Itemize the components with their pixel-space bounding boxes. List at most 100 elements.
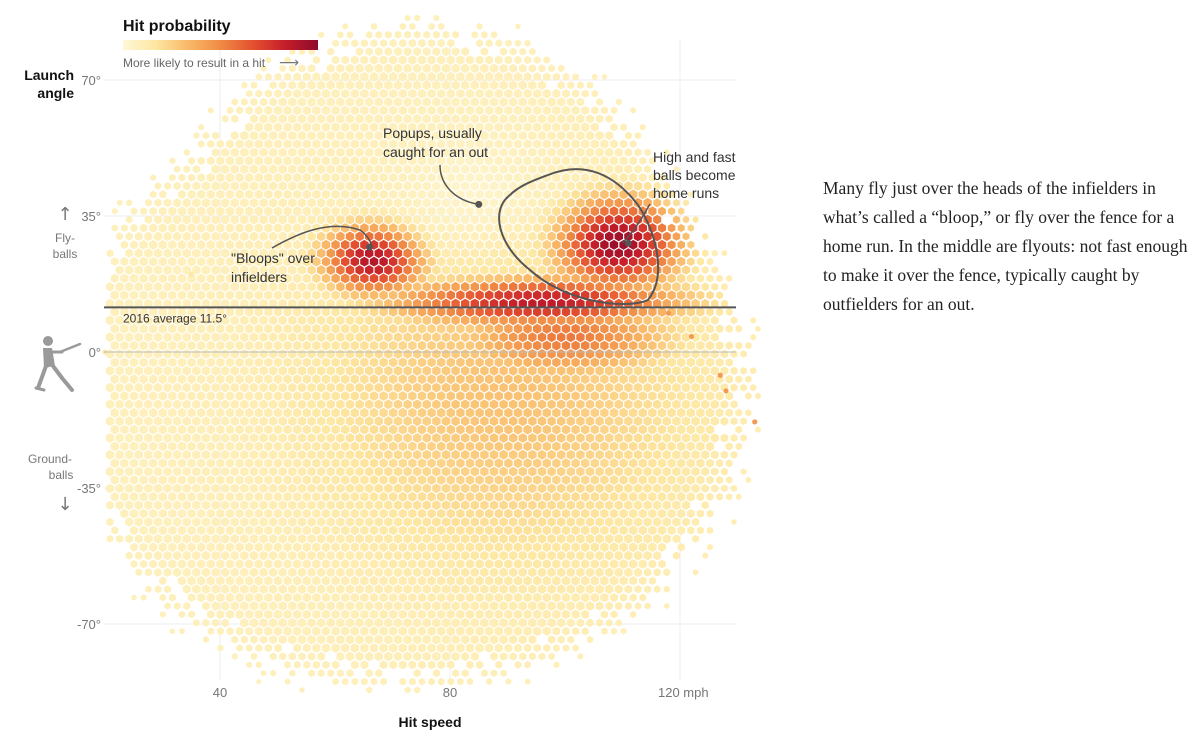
hex-cell [235,340,244,351]
hex-cell [345,298,355,309]
hex-cell [283,139,292,149]
hex-cell [216,407,225,418]
hex-cell [163,550,172,561]
legend-label: More likely to result in a hit [123,56,266,70]
hex-cell [350,458,359,469]
hex-cell [523,189,532,200]
hex-cell [379,223,388,233]
hex-cell [398,172,407,183]
hex-cell [557,248,566,259]
hex-cell [365,181,374,191]
hex-cell [677,508,686,519]
hex-cell [225,172,235,183]
hex-cell [389,38,397,48]
hex-cell [523,307,532,317]
hex-cell [134,298,143,309]
hex-cell [389,88,398,99]
hex-cell [317,147,326,158]
hex-cell [307,97,316,107]
hex-cell [499,500,508,511]
hex-cell [696,458,705,469]
hex-cell [211,601,220,611]
hex-cell [177,491,187,502]
hex-cell [384,567,393,578]
hex-cell [321,88,331,99]
hex-cell [273,441,283,452]
hex-cell [288,197,297,208]
hex-cell [341,206,350,217]
hex-cell [537,214,547,225]
hex-cell [427,609,436,620]
hex-cell [178,189,186,199]
hex-cell [158,441,167,452]
popups-annotation-line2: caught for an out [383,144,488,160]
hex-cell [667,508,676,519]
hex-cell [259,584,268,595]
hex-cell [398,508,407,519]
hex-cell [110,357,119,368]
hex-cell [639,576,647,586]
hex-cell [337,31,344,39]
hex-cell [725,476,733,484]
hex-cell [403,533,412,544]
hex-cell [289,669,296,677]
hex-cell [264,189,273,200]
hex-cell [715,357,724,367]
hex-cell [331,340,340,351]
hex-cell [384,231,393,242]
hex-cell [389,189,398,200]
hex-cell [590,340,599,351]
hex-cell [216,256,225,267]
hex-cell [384,533,393,544]
hex-cell [240,365,249,376]
hex-cell [278,164,287,175]
hex-cell [476,22,483,30]
hex-cell [537,399,547,410]
hex-cell [561,323,571,334]
hex-cell [499,265,508,275]
hex-cell [374,567,383,578]
hex-cell [590,307,599,317]
hex-cell [254,340,263,351]
hex-cell [470,601,479,611]
hex-cell [529,47,536,56]
hex-cell [600,441,609,452]
hex-cell [470,315,479,326]
hex-cell [470,80,479,91]
hex-cell [441,80,451,91]
hex-cell [422,601,431,611]
hex-cell [456,626,465,637]
hex-cell [384,399,393,410]
hex-cell [715,458,724,468]
hex-cell [418,677,426,686]
hex-cell [249,433,259,443]
y-tick-label: 70° [81,73,101,88]
hex-cell [350,239,359,250]
hex-cell [341,575,350,586]
hex-cell [230,500,239,511]
hex-cell [206,206,215,217]
hex-cell [399,38,407,48]
hex-cell [446,139,455,149]
hex-cell [566,248,575,259]
hex-cell [331,643,340,653]
hex-cell [293,424,302,435]
hex-cell [494,155,503,166]
hex-cell [106,517,114,527]
hex-cell [480,517,489,527]
hex-cell [230,298,239,309]
hex-cell [403,231,412,242]
hex-cell [283,340,292,351]
hex-cell [595,349,604,359]
hex-cell [408,239,417,250]
hex-cell [609,206,619,217]
hex-cell [321,273,331,284]
hex-cell [638,559,647,569]
hex-cell [538,80,546,90]
hex-cell [451,533,460,544]
hex-cell [610,593,618,603]
hex-cell [609,475,619,485]
hex-cell [331,256,340,267]
hex-cell [745,392,752,400]
hex-cell [398,407,407,418]
